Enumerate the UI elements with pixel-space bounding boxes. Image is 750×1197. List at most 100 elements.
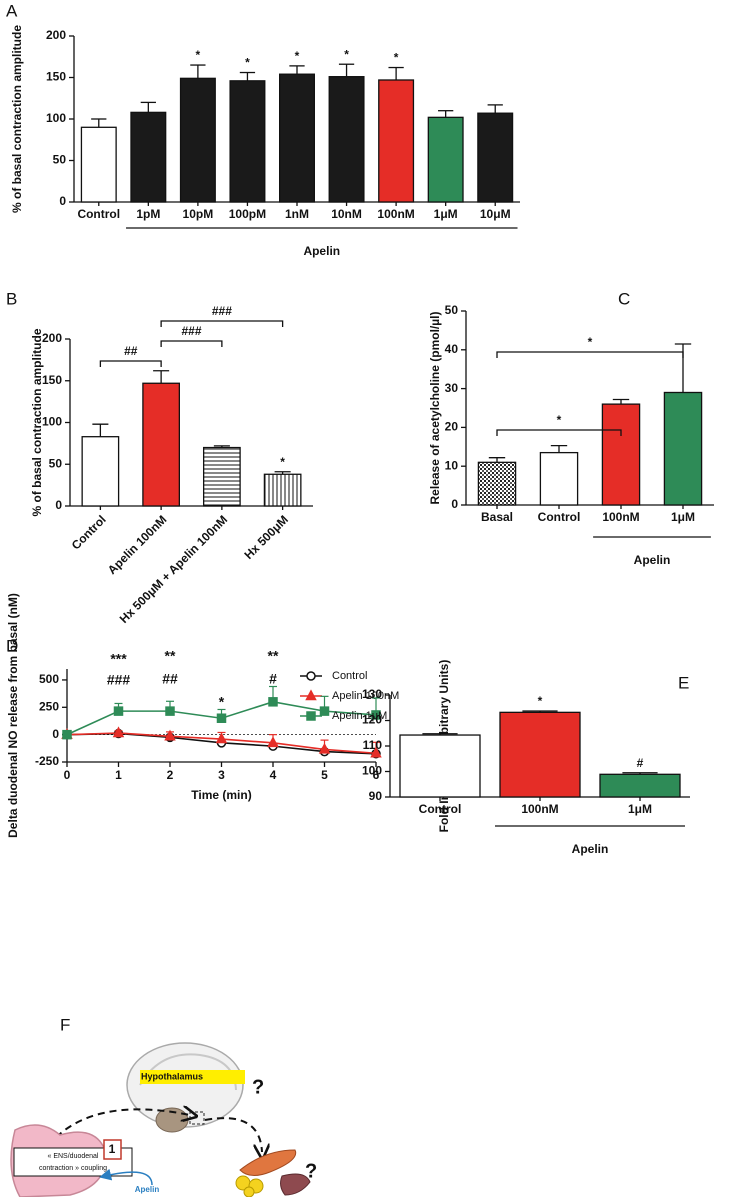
bar (601, 403, 641, 506)
bar (663, 391, 703, 506)
y-tick-label: 110 (363, 738, 383, 752)
bar (263, 473, 302, 507)
significance: * (557, 413, 562, 427)
y-tick-label: 50 (53, 153, 67, 167)
significance: # (269, 671, 277, 687)
legend-label: Apelin 1μM (332, 710, 387, 722)
significance: *** (110, 651, 127, 667)
point (319, 706, 330, 716)
bar (539, 451, 579, 506)
x-tick-label: 10nM (331, 207, 362, 221)
bracket (160, 320, 284, 327)
y-tick-label: 0 (451, 497, 458, 511)
y-tick-label: 10 (445, 458, 459, 472)
bar (399, 734, 481, 798)
bar (202, 446, 241, 507)
y-tick-label: 200 (42, 331, 62, 345)
significance: * (280, 455, 285, 469)
x-tick-label: Hx 500μM (241, 512, 291, 562)
significance: ** (268, 648, 279, 664)
x-tick-label: Control (419, 802, 462, 816)
apelin-arrow (99, 1168, 153, 1186)
box-text: contraction » coupling (39, 1165, 107, 1172)
x-tick-label: Apelin 100nM (105, 512, 170, 577)
muscle (239, 1149, 297, 1176)
legend-label: Control (332, 670, 367, 682)
bar (427, 116, 464, 203)
significance: * (588, 335, 593, 349)
x-tick-label: 0 (64, 768, 71, 782)
box-text: « ENS/duodenal (48, 1153, 99, 1160)
group-label: Apelin (303, 244, 340, 258)
significance: ** (165, 648, 176, 664)
dashed-arrow (204, 1117, 262, 1152)
y-tick-label: 40 (445, 342, 459, 356)
point (267, 736, 279, 748)
bracket (160, 340, 223, 347)
fat (243, 1186, 255, 1197)
region-highlight (140, 1070, 245, 1084)
x-tick-label: 4 (270, 768, 277, 782)
x-tick-label: 1μM (628, 802, 652, 816)
point (164, 729, 176, 741)
significance: ### (107, 672, 131, 688)
legend-marker (305, 689, 317, 701)
significance: * (219, 694, 225, 710)
bracket (99, 360, 162, 367)
significance: ## (124, 344, 138, 358)
region-label: Hypothalamus (141, 1071, 203, 1081)
x-tick-label: 1μM (434, 207, 458, 221)
y-tick-label: 150 (46, 70, 66, 84)
group-label: Apelin (572, 842, 609, 856)
x-tick-label: 10pM (183, 207, 214, 221)
legend-label: Apelin 100nM (332, 690, 399, 702)
significance: * (245, 56, 250, 70)
legend-marker (306, 671, 316, 681)
x-tick-label: 100nM (521, 802, 558, 816)
y-tick-label: 0 (55, 498, 62, 512)
y-tick-label: 500 (39, 672, 59, 686)
step-box (103, 1139, 122, 1160)
significance: # (637, 756, 644, 770)
y-tick-label: 200 (46, 28, 66, 42)
bar (499, 711, 581, 798)
significance: * (538, 694, 543, 708)
x-tick-label: Basal (481, 510, 513, 524)
significance: * (394, 51, 399, 65)
legend-marker (306, 711, 316, 721)
panel-letter: D (6, 636, 18, 655)
bar (328, 76, 365, 203)
bar (477, 112, 514, 203)
arrow-label: Apelin (135, 1185, 160, 1194)
y-tick-label: 120 (362, 713, 382, 727)
y-axis-label: Release of acetylcholine (pmol/µl) (428, 312, 442, 505)
bar (229, 80, 266, 203)
point (215, 732, 228, 744)
x-tick-label: Control (77, 207, 120, 221)
point (165, 706, 175, 716)
y-tick-label: 100 (46, 111, 66, 125)
point (268, 697, 278, 707)
panel-letter: F (60, 1015, 70, 1034)
x-tick-label: 1 (115, 768, 122, 782)
y-tick-label: 30 (445, 381, 459, 395)
x-tick-label: 2 (167, 768, 174, 782)
panel-letter: B (6, 289, 17, 308)
x-tick-label: 3 (218, 768, 225, 782)
y-axis-label: Delta duodenal NO release from basal (nM… (6, 593, 20, 838)
bar (279, 73, 315, 203)
significance: ### (212, 304, 232, 318)
bar (378, 79, 415, 203)
x-axis-label: Time (min) (191, 788, 251, 802)
y-tick-label: 130 (362, 687, 382, 701)
x-tick-label: 10μM (480, 207, 511, 221)
diagram: F Hypothalamus ? « ENS/duodenal contract… (10, 1015, 317, 1197)
x-tick-label: 1nM (285, 207, 309, 221)
panel-letter: C (618, 289, 630, 308)
question-mark: ? (252, 1076, 264, 1098)
x-tick-label: Control (69, 512, 109, 552)
y-tick-label: 100 (42, 415, 62, 429)
question-mark: ? (305, 1160, 317, 1182)
bar (179, 77, 216, 203)
point (370, 746, 382, 758)
